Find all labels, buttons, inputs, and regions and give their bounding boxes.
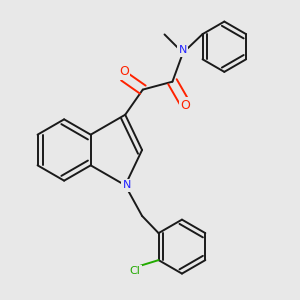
Text: Cl: Cl bbox=[130, 266, 140, 276]
Text: O: O bbox=[181, 99, 190, 112]
Text: O: O bbox=[119, 65, 129, 78]
Text: N: N bbox=[123, 180, 131, 190]
Text: N: N bbox=[179, 45, 187, 56]
